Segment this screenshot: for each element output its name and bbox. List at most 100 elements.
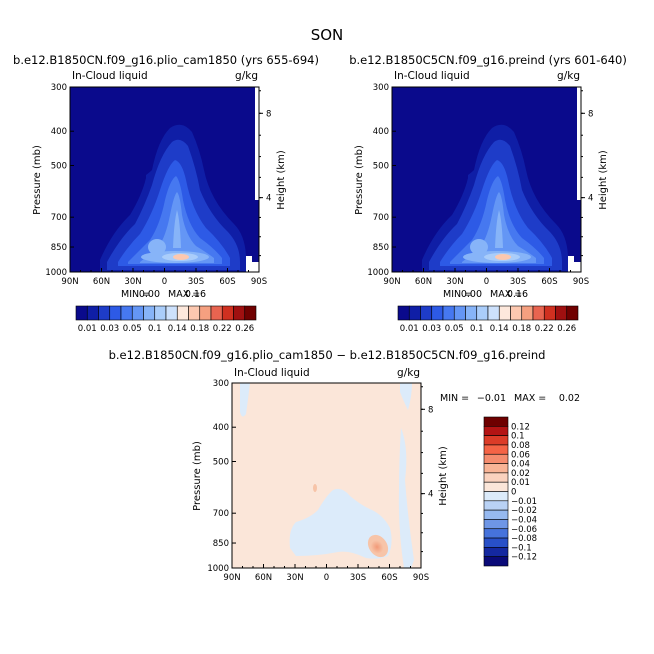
panel-2-max-label: MAX = bbox=[490, 289, 522, 300]
colorbar-swatch bbox=[483, 528, 509, 539]
panel-2-colorbar: 0.01 0.03 0.05 0.1 0.14 0.18 0.22 0.26 bbox=[397, 305, 579, 334]
panel-2-variable-label: In-Cloud liquid bbox=[394, 70, 470, 82]
colorbar-label: 0.18 bbox=[512, 324, 531, 334]
y-tick-label: 1000 bbox=[45, 268, 67, 278]
y-tick-label: 400 bbox=[213, 423, 229, 433]
colorbar-swatch bbox=[487, 305, 500, 321]
colorbar-label: 0.26 bbox=[557, 324, 576, 334]
panel-1-unit-label: g/kg bbox=[235, 70, 258, 82]
colorbar-label: 0.02 bbox=[511, 469, 530, 479]
x-tick-label: 90S bbox=[251, 277, 267, 287]
colorbar-swatch bbox=[483, 556, 509, 567]
colorbar-label: −0.1 bbox=[511, 543, 532, 553]
colorbar-swatch bbox=[210, 305, 223, 321]
colorbar-swatch bbox=[483, 426, 509, 436]
colorbar-swatch bbox=[566, 305, 579, 321]
x-tick-label: 30S bbox=[510, 277, 526, 287]
panel-1-field bbox=[70, 87, 259, 272]
x-tick-label: 30N bbox=[124, 277, 141, 287]
panel-3-y-axis-label: Pressure (mb) bbox=[192, 441, 203, 511]
panel-1-max-value: 0.16 bbox=[185, 289, 206, 300]
y-tick-label: 1000 bbox=[367, 268, 389, 278]
colorbar-swatch bbox=[483, 435, 509, 446]
colorbar-label: 0 bbox=[511, 488, 516, 498]
colorbar-swatch bbox=[176, 305, 189, 321]
colorbar-label: 0.05 bbox=[123, 324, 142, 334]
colorbar-label: 0.12 bbox=[511, 422, 530, 432]
colorbar-swatch bbox=[555, 305, 568, 321]
colorbar-label: −0.08 bbox=[511, 534, 537, 544]
colorbar-label: 0.01 bbox=[400, 324, 419, 334]
x-tick-label: 60N bbox=[93, 277, 110, 287]
x-tick-label: 60S bbox=[381, 573, 397, 583]
figure-title: SON bbox=[311, 26, 344, 44]
y-tick-label: 850 bbox=[51, 243, 67, 253]
colorbar-swatch bbox=[483, 416, 509, 427]
colorbar-swatch bbox=[233, 305, 246, 321]
colorbar-swatch bbox=[465, 305, 478, 321]
right-tick-label: 4 bbox=[588, 194, 593, 204]
colorbar-swatch bbox=[483, 463, 509, 474]
y-tick-label: 400 bbox=[373, 127, 389, 137]
colorbar-swatch bbox=[420, 305, 433, 321]
colorbar-swatch bbox=[483, 547, 509, 557]
panel-3-variable-label: In-Cloud liquid bbox=[234, 367, 310, 379]
colorbar-swatch bbox=[483, 509, 509, 520]
panel-1-variable-label: In-Cloud liquid bbox=[72, 70, 148, 82]
colorbar-swatch bbox=[397, 305, 410, 321]
colorbar-label: 0.18 bbox=[190, 324, 209, 334]
x-tick-label: 90S bbox=[413, 573, 429, 583]
x-tick-label: 90N bbox=[223, 573, 240, 583]
right-tick-label: 4 bbox=[428, 490, 433, 500]
panel-1-right-axis-label: Height (km) bbox=[276, 150, 287, 210]
colorbar-swatch bbox=[131, 305, 144, 321]
colorbar-swatch bbox=[154, 305, 167, 321]
x-tick-label: 30S bbox=[188, 277, 204, 287]
x-tick-label: 30S bbox=[350, 573, 366, 583]
colorbar-label: −0.12 bbox=[511, 553, 537, 563]
y-tick-label: 700 bbox=[51, 213, 67, 223]
colorbar-swatch bbox=[431, 305, 444, 321]
colorbar-swatch bbox=[244, 305, 257, 321]
panel-2-field bbox=[392, 87, 581, 272]
colorbar-swatch bbox=[521, 305, 534, 321]
colorbar-swatch bbox=[483, 500, 509, 511]
panel-1-max-label: MAX = bbox=[168, 289, 200, 300]
panel-1-title: b.e12.B1850CN.f09_g16.plio_cam1850 (yrs … bbox=[13, 53, 319, 67]
y-tick-label: 1000 bbox=[207, 564, 229, 574]
colorbar-swatch bbox=[476, 305, 489, 321]
colorbar-swatch bbox=[75, 305, 88, 321]
colorbar-swatch bbox=[165, 305, 178, 321]
panel-1-min-label: MIN = bbox=[121, 289, 150, 300]
colorbar-label: 0.14 bbox=[168, 324, 187, 334]
colorbar-swatch bbox=[532, 305, 545, 321]
colorbar-label: −0.01 bbox=[511, 497, 537, 507]
colorbar-label: −0.04 bbox=[511, 515, 537, 525]
colorbar-swatch bbox=[510, 305, 523, 321]
panel-2-min-value: 0.00 bbox=[461, 289, 482, 300]
panel-1-min-value: 0.00 bbox=[139, 289, 160, 300]
panel-2-title: b.e12.B1850C5CN.f09_g16.preind (yrs 601-… bbox=[349, 53, 627, 67]
panel-3-field bbox=[232, 383, 421, 568]
colorbar-swatch bbox=[483, 537, 509, 548]
colorbar-swatch bbox=[143, 305, 156, 321]
colorbar-label: 0.06 bbox=[511, 450, 530, 460]
colorbar-label: 0.03 bbox=[422, 324, 441, 334]
y-tick-label: 500 bbox=[51, 161, 67, 171]
x-tick-label: 90S bbox=[573, 277, 589, 287]
panel-3-max-value: 0.02 bbox=[559, 393, 580, 404]
colorbar-label: 0.04 bbox=[511, 460, 530, 470]
colorbar-swatch bbox=[483, 491, 509, 502]
x-tick-label: 0 bbox=[162, 277, 167, 287]
colorbar-label: 0.1 bbox=[470, 324, 484, 334]
colorbar-swatch bbox=[543, 305, 556, 321]
colorbar-label: 0.03 bbox=[100, 324, 119, 334]
colorbar-swatch bbox=[109, 305, 122, 321]
x-tick-label: 60N bbox=[255, 573, 272, 583]
colorbar-swatch bbox=[408, 305, 421, 321]
y-tick-label: 400 bbox=[51, 127, 67, 137]
colorbar-label: 0.22 bbox=[535, 324, 554, 334]
colorbar-label: 0.08 bbox=[511, 441, 530, 451]
colorbar-label: −0.06 bbox=[511, 525, 537, 535]
panel-3-min-label: MIN = bbox=[440, 393, 469, 404]
